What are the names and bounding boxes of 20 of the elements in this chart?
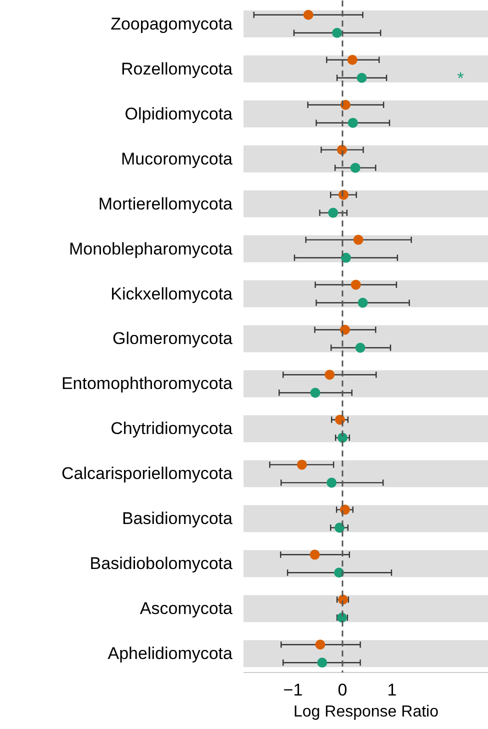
- y-tick-label: Zoopagomycota: [110, 14, 234, 34]
- y-tick-label: Olpidiomycota: [124, 104, 234, 124]
- x-axis-title: Log Response Ratio: [294, 704, 439, 720]
- x-tick-label: 1: [387, 680, 397, 700]
- x-tick-label: 0: [338, 680, 348, 700]
- y-tick-label: Entomophthoromycota: [61, 374, 234, 394]
- y-tick-label: Kickxellomycota: [110, 284, 234, 304]
- y-tick-label: Basidiobolomycota: [90, 554, 234, 574]
- y-tick-label: Monoblepharomycota: [69, 239, 234, 258]
- y-tick-label: Calcarisporiellomycota: [61, 464, 234, 484]
- y-tick-label: Mucoromycota: [121, 149, 234, 168]
- y-tick-label: Basidiomycota: [122, 509, 234, 528]
- y-tick-label: Rozellomycota: [121, 59, 234, 78]
- y-tick-label: Glomeromycota: [112, 329, 234, 348]
- y-tick-label: Chytridiomycota: [110, 419, 234, 438]
- y-tick-label: Aphelidiomycota: [108, 644, 234, 664]
- x-tick-label: −1: [283, 680, 303, 700]
- y-tick-label: Ascomycota: [140, 599, 234, 618]
- annotation: *: [457, 69, 464, 88]
- y-tick-label: Mortierellomycota: [98, 194, 234, 214]
